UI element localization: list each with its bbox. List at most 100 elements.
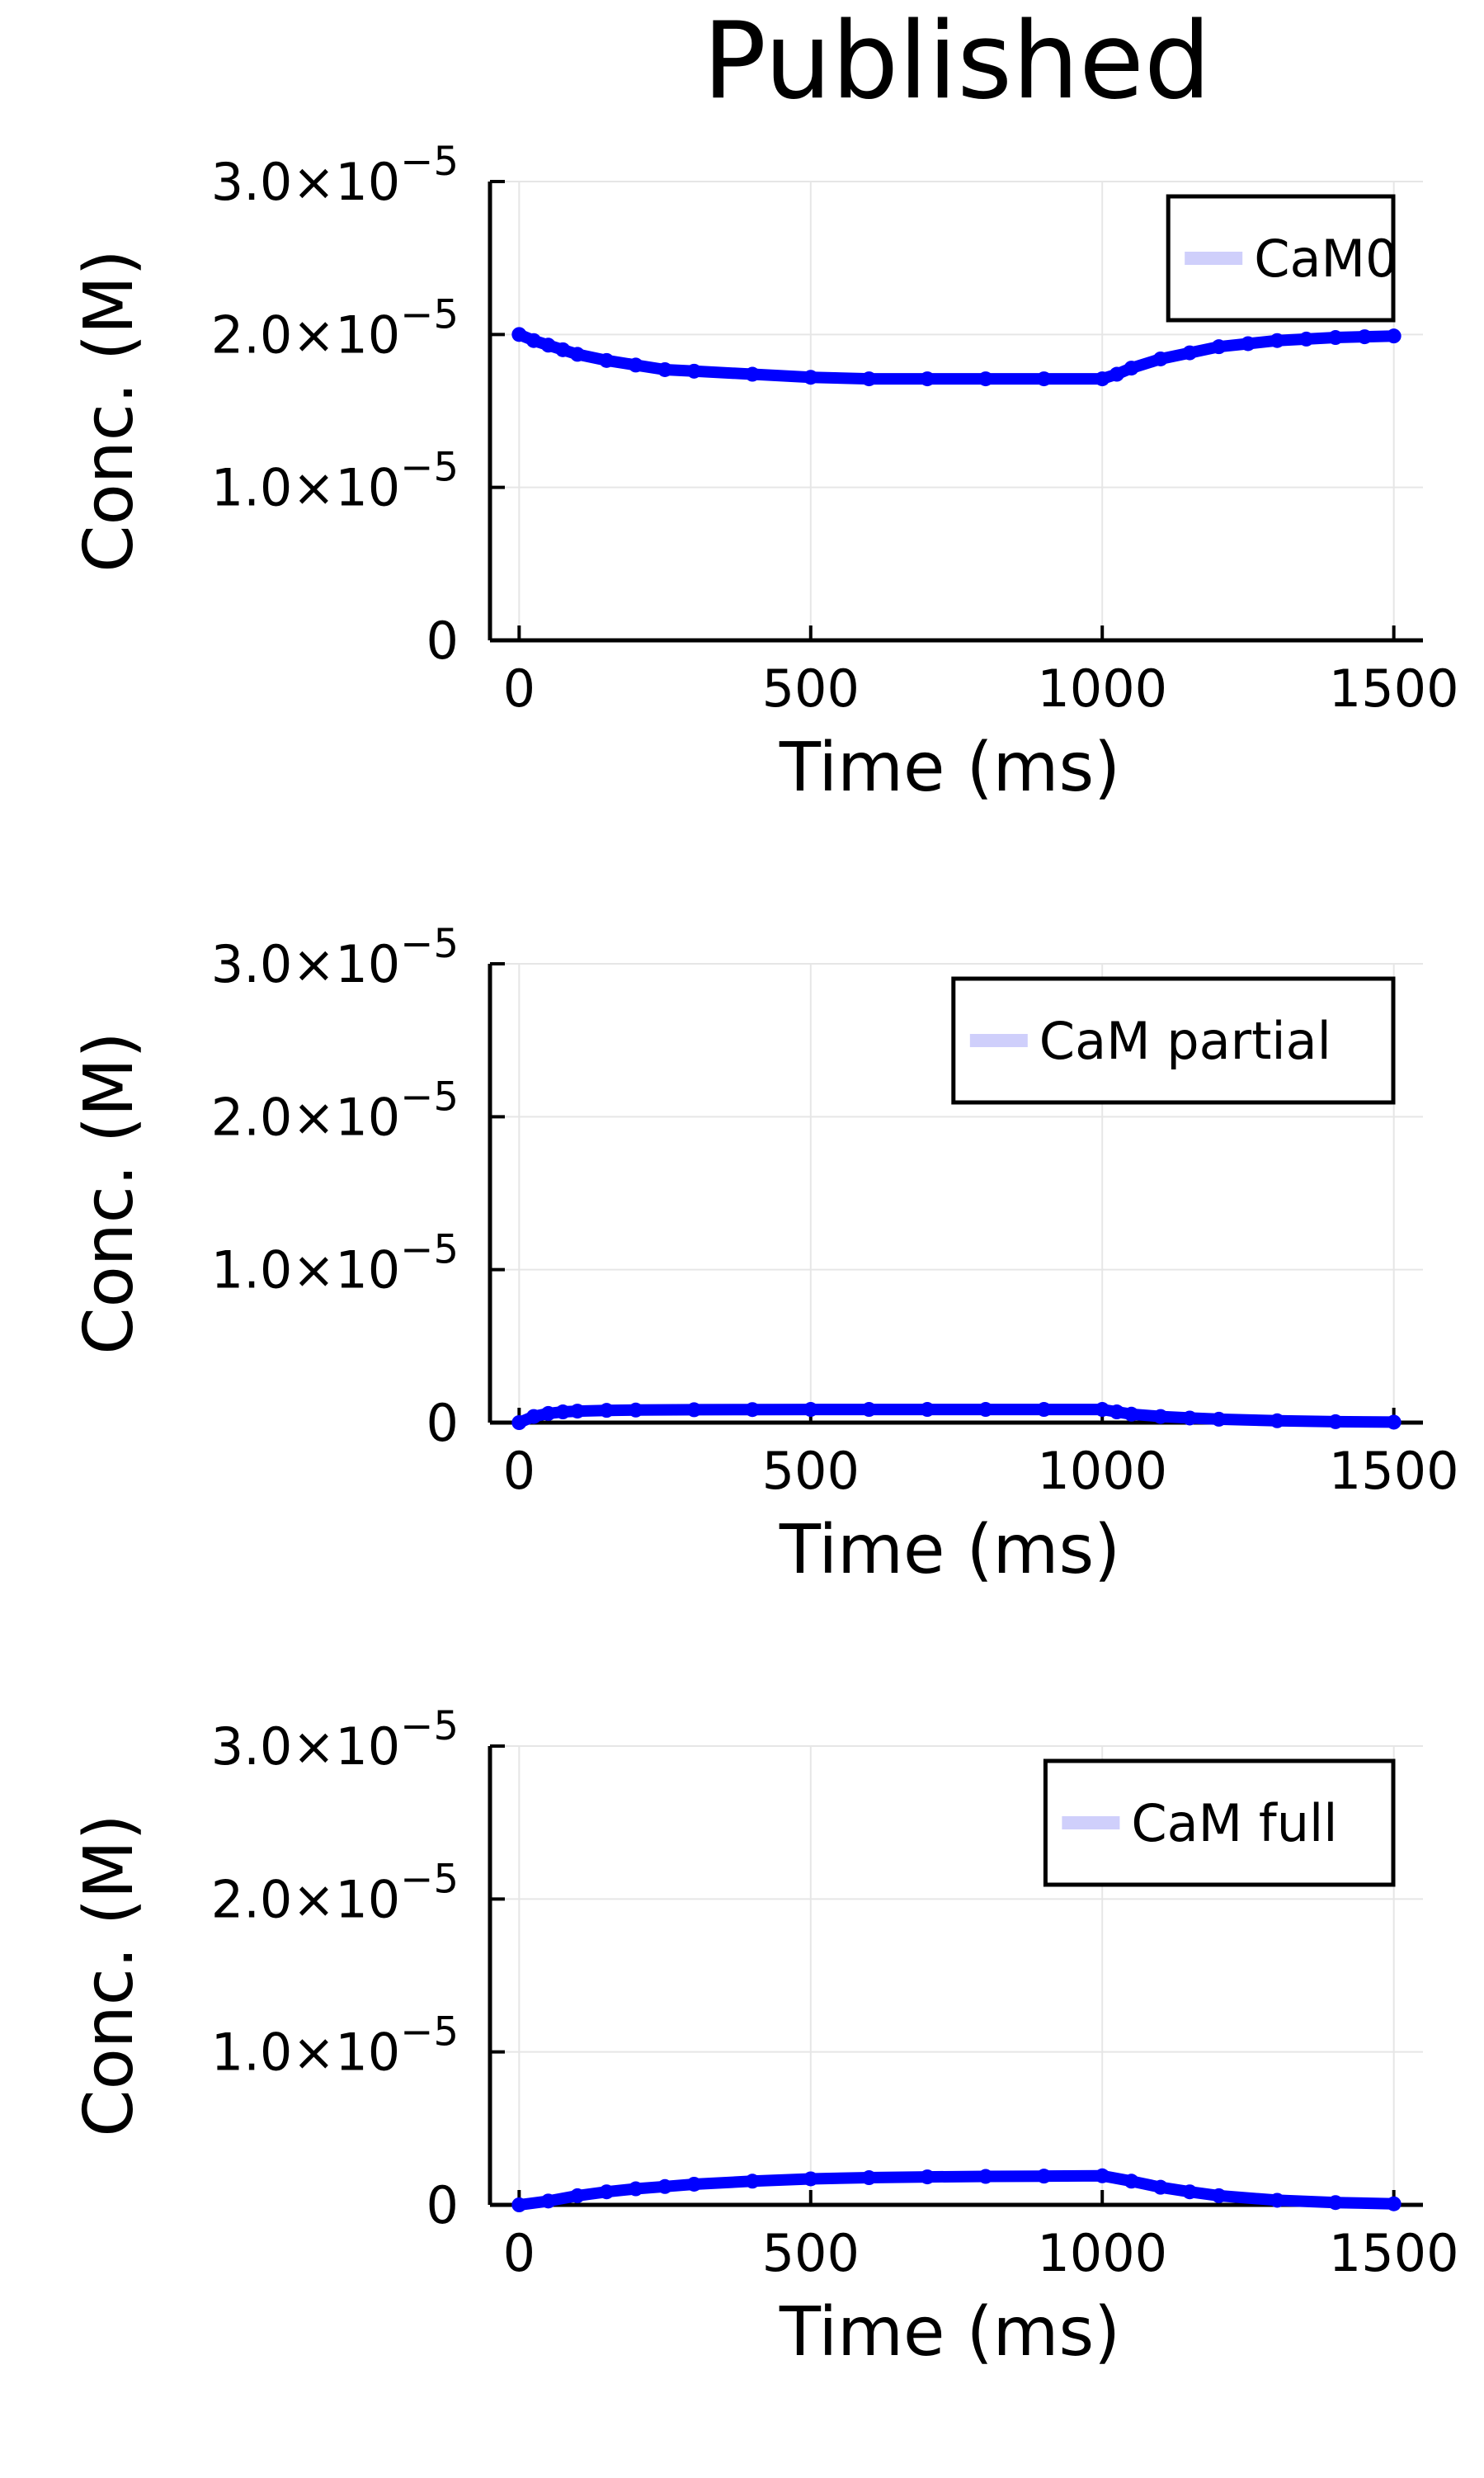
data-point <box>1152 351 1168 366</box>
data-point <box>1240 336 1256 352</box>
data-point <box>1152 2179 1168 2195</box>
legend: CaM0 <box>1166 194 1397 323</box>
data-point <box>1095 2168 1110 2183</box>
data-point <box>1095 1402 1110 1418</box>
data-point <box>657 2178 673 2194</box>
data-point <box>1109 366 1124 382</box>
y-tick-mantissa: 2.0×10 <box>211 304 400 365</box>
legend-box <box>1166 194 1396 323</box>
data-point <box>1182 2184 1198 2200</box>
data-point <box>978 371 993 387</box>
y-tick-exponent: −5 <box>400 139 459 185</box>
data-point <box>1386 2196 1402 2211</box>
data-point <box>803 370 818 385</box>
data-point <box>1327 2195 1343 2211</box>
data-point <box>1270 1413 1285 1428</box>
y-tick-label: 0 <box>426 1393 459 1453</box>
series-line <box>513 2169 1400 2211</box>
y-tick-exponent: −5 <box>400 1227 459 1273</box>
data-point <box>570 347 586 362</box>
series-line <box>513 328 1400 385</box>
data-point <box>1211 1411 1227 1427</box>
data-point <box>540 1405 556 1421</box>
x-tick-label: 1500 <box>1329 2223 1459 2283</box>
data-point <box>686 2176 702 2192</box>
x-tick-label: 500 <box>762 658 860 719</box>
y-tick-mantissa: 1.0×10 <box>211 2023 400 2083</box>
y-tick-label: 1.0×10−5 <box>211 2009 459 2083</box>
data-point <box>628 1402 643 1418</box>
x-tick-label: 1500 <box>1329 658 1459 719</box>
data-point <box>526 1409 542 1424</box>
data-point <box>1152 1409 1168 1424</box>
data-point <box>920 371 935 387</box>
legend: CaM partial <box>951 976 1396 1105</box>
data-point <box>570 1404 586 1419</box>
x-axis-label: Time (ms) <box>779 2293 1120 2372</box>
data-point <box>599 352 615 368</box>
data-point <box>1270 333 1285 348</box>
data-point <box>657 361 673 377</box>
y-tick-exponent: −5 <box>400 1703 459 1749</box>
data-point <box>1095 371 1110 387</box>
data-point <box>1327 330 1343 346</box>
data-point <box>803 1402 818 1418</box>
data-point <box>1357 329 1373 345</box>
data-point <box>628 2181 643 2197</box>
x-tick-label: 0 <box>503 658 535 719</box>
y-tick-mantissa: 3.0×10 <box>211 152 400 212</box>
x-tick-label: 0 <box>503 2223 535 2283</box>
data-point <box>1124 2174 1139 2189</box>
data-point <box>1036 1402 1052 1418</box>
y-tick-label: 2.0×10−5 <box>211 291 459 365</box>
x-tick-label: 1000 <box>1037 658 1167 719</box>
data-point <box>599 2184 615 2200</box>
data-point <box>1386 1414 1402 1430</box>
data-point <box>1109 1404 1124 1420</box>
y-tick-label: 3.0×10−5 <box>211 921 459 994</box>
data-point <box>745 366 761 382</box>
y-tick-exponent: −5 <box>400 2009 459 2056</box>
data-point <box>628 357 643 373</box>
data-point <box>1327 1414 1343 1429</box>
chart-panel-3: 0 500 1000 150001.0×10−52.0×10−53.0×10−5Tim… <box>70 1703 1459 2372</box>
x-tick-label: 500 <box>762 1441 860 1501</box>
data-point <box>861 1402 877 1418</box>
data-point <box>555 1404 571 1420</box>
y-tick-mantissa: 3.0×10 <box>211 1716 400 1777</box>
y-tick-label: 2.0×10−5 <box>211 1856 459 1929</box>
y-tick-exponent: −5 <box>400 1856 459 1902</box>
data-point <box>1182 345 1198 361</box>
legend: CaM full <box>1043 1758 1396 1887</box>
data-point <box>1182 1410 1198 1426</box>
y-tick-mantissa: 2.0×10 <box>211 1087 400 1147</box>
data-point <box>861 371 877 387</box>
y-axis-label: Conc. (M) <box>70 1031 148 1354</box>
y-tick-exponent: −5 <box>400 1074 459 1120</box>
y-tick-label: 3.0×10−5 <box>211 1703 459 1777</box>
y-tick-exponent: −5 <box>400 445 459 491</box>
x-axis-label: Time (ms) <box>779 729 1120 807</box>
data-point <box>1036 2169 1052 2184</box>
y-tick-mantissa: 0 <box>426 1393 459 1453</box>
data-point <box>745 2174 761 2189</box>
data-point <box>511 2197 527 2212</box>
chart-panel-1: 0 500 1000 150001.0×10−52.0×10−53.0×10−5Tim… <box>70 139 1459 807</box>
y-tick-mantissa: 3.0×10 <box>211 934 400 994</box>
chart-panel-2: 0 500 1000 150001.0×10−52.0×10−53.0×10−5Tim… <box>70 921 1459 1589</box>
x-tick-label: 1500 <box>1329 1441 1459 1501</box>
y-tick-exponent: −5 <box>400 291 459 337</box>
y-tick-mantissa: 2.0×10 <box>211 1869 400 1929</box>
data-point <box>540 337 556 353</box>
data-point <box>920 1402 935 1418</box>
legend-label: CaM0 <box>1254 229 1397 289</box>
data-point <box>1036 371 1052 387</box>
y-tick-label: 1.0×10−5 <box>211 1227 459 1300</box>
data-point <box>920 2169 935 2185</box>
data-point <box>1270 2192 1285 2208</box>
data-point <box>1298 331 1314 347</box>
data-point <box>540 2193 556 2209</box>
data-point <box>978 2169 993 2184</box>
